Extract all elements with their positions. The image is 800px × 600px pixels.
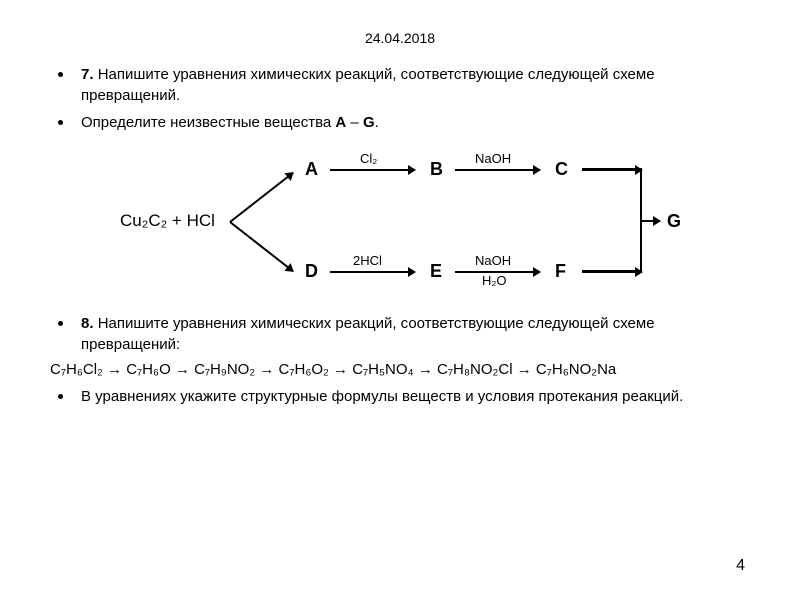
arrow-a-b: [330, 169, 415, 171]
task-7-text-1: Напишите уравнения химических реакций, с…: [81, 66, 655, 104]
arrow-d-e: [330, 271, 415, 273]
arrow-to-g: [640, 220, 660, 222]
task-8-line-1: 8. Напишите уравнения химических реакций…: [50, 313, 750, 355]
task-7: 7. Напишите уравнения химических реакций…: [50, 64, 750, 133]
arrow-start-a: [229, 172, 293, 223]
reaction-scheme: Cu₂C₂ + HCl A D Cl₂ 2HCl B E NaOH NaOH H…: [120, 151, 680, 291]
bullet-icon: [58, 321, 63, 326]
task-8-line-2: В уравнениях укажите структурные формулы…: [50, 386, 750, 407]
task-8: 8. Напишите уравнения химических реакций…: [50, 313, 750, 407]
node-b: B: [430, 159, 443, 180]
task-7-line-1: 7. Напишите уравнения химических реакций…: [50, 64, 750, 106]
node-f: F: [555, 261, 566, 282]
reagent-naoh-2: NaOH: [475, 253, 511, 268]
task-7-text-2a: Определите неизвестные вещества: [81, 114, 335, 131]
task-7-text-2c: –: [346, 114, 363, 131]
task-8-chain: C₇H₆Cl₂ → C₇H₆O → C₇H₉NO₂ → C₇H₆O₂ → C₇H…: [50, 361, 750, 378]
page-number: 4: [736, 557, 745, 575]
node-d: D: [305, 261, 318, 282]
reagent-h2o: H₂O: [482, 273, 507, 288]
node-a: A: [305, 159, 318, 180]
task-8-text-2: В уравнениях укажите структурные формулы…: [81, 386, 750, 407]
task-7-text-2d: G: [363, 114, 375, 131]
reagent-2hcl: 2HCl: [353, 253, 382, 268]
bullet-icon: [58, 394, 63, 399]
reagent-cl2: Cl₂: [360, 151, 377, 166]
node-start: Cu₂C₂ + HCl: [120, 211, 215, 231]
arrow-b-c: [455, 169, 540, 171]
task-8-text-1: Напишите уравнения химических реакций, с…: [81, 315, 655, 353]
date: 24.04.2018: [50, 30, 750, 46]
bullet-icon: [58, 72, 63, 77]
task-8-num: 8.: [81, 315, 94, 332]
line-f-h: [582, 270, 642, 272]
bullet-icon: [58, 120, 63, 125]
task-7-text-2b: А: [335, 114, 346, 131]
task-7-text-2e: .: [375, 114, 379, 131]
reagent-naoh-1: NaOH: [475, 151, 511, 166]
task-7-line-2: Определите неизвестные вещества А – G.: [50, 112, 750, 133]
arrow-start-d: [229, 221, 293, 272]
node-e: E: [430, 261, 442, 282]
line-c-h: [582, 168, 642, 170]
node-g: G: [667, 211, 681, 232]
task-7-num: 7.: [81, 66, 94, 83]
node-c: C: [555, 159, 568, 180]
